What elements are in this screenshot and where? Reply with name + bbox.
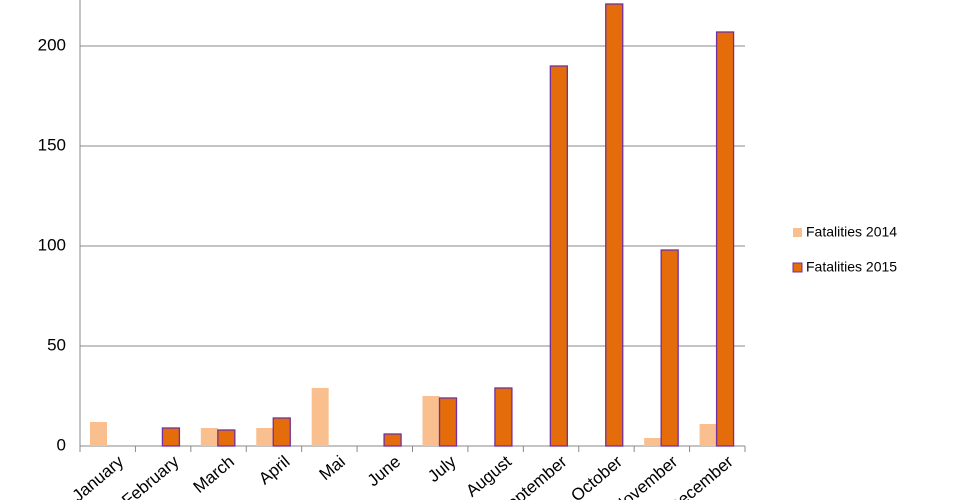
x-tick-label: June <box>364 452 404 490</box>
bar <box>256 428 274 446</box>
x-tick-label: November <box>609 452 682 500</box>
bar <box>272 417 291 447</box>
x-tick-label: January <box>69 452 128 500</box>
bar <box>699 424 717 446</box>
bar <box>715 31 735 447</box>
bar <box>217 429 236 447</box>
x-tick-label: July <box>424 452 460 486</box>
bar <box>422 396 440 446</box>
bar <box>644 438 662 446</box>
y-tick-label: 150 <box>38 135 66 154</box>
bar <box>90 422 107 446</box>
legend: Fatalities 2014 Fatalities 2015 <box>792 224 897 275</box>
bar <box>200 428 218 446</box>
bar <box>494 387 513 447</box>
x-tick-label: April <box>255 452 293 488</box>
bar <box>438 397 458 447</box>
y-tick-label: 100 <box>38 235 66 254</box>
legend-label: Fatalities 2014 <box>806 224 897 240</box>
y-tick-label: 200 <box>38 35 66 54</box>
bar <box>605 3 624 447</box>
legend-label: Fatalities 2015 <box>806 259 897 275</box>
bar <box>660 249 679 447</box>
y-tick-label: 50 <box>47 335 66 354</box>
x-tick-label: October <box>567 452 626 500</box>
bar <box>161 427 181 447</box>
bar <box>311 388 329 446</box>
bar <box>549 65 568 447</box>
x-tick-label: December <box>664 452 737 500</box>
x-tick-label: August <box>462 452 515 500</box>
bar <box>383 433 402 447</box>
y-tick-label: 0 <box>57 435 66 454</box>
x-tick-label: Mai <box>316 452 349 484</box>
legend-swatch <box>793 228 802 237</box>
x-tick-label: February <box>118 452 183 500</box>
legend-swatch <box>792 262 803 273</box>
x-tick-label: March <box>190 452 238 497</box>
